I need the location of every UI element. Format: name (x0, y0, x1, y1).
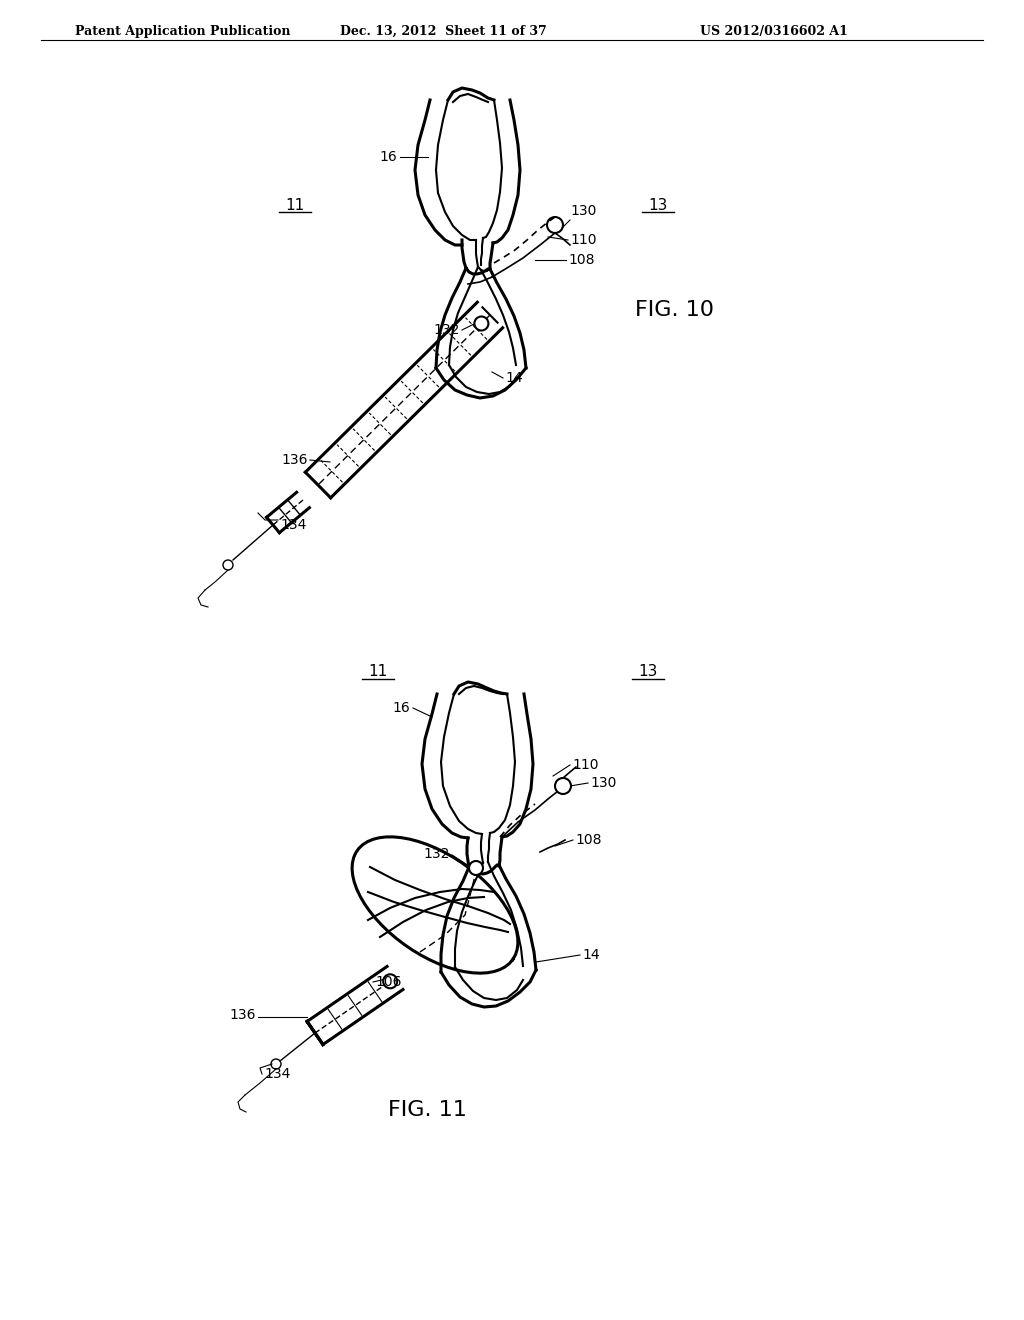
Circle shape (547, 216, 563, 234)
Text: 13: 13 (638, 664, 657, 680)
Text: 16: 16 (379, 150, 397, 164)
Text: 130: 130 (570, 205, 596, 218)
Text: Patent Application Publication: Patent Application Publication (75, 25, 291, 38)
Text: 130: 130 (590, 776, 616, 789)
Text: 13: 13 (648, 198, 668, 213)
Text: FIG. 10: FIG. 10 (635, 300, 714, 319)
Text: 136: 136 (282, 453, 308, 467)
Circle shape (469, 861, 483, 875)
Text: 134: 134 (280, 517, 306, 532)
Text: 16: 16 (392, 701, 410, 715)
Circle shape (383, 974, 397, 989)
Circle shape (223, 560, 233, 570)
Circle shape (474, 317, 488, 330)
Text: US 2012/0316602 A1: US 2012/0316602 A1 (700, 25, 848, 38)
Text: 134: 134 (264, 1067, 291, 1081)
Text: 110: 110 (572, 758, 598, 772)
Text: 106: 106 (375, 975, 401, 989)
Text: 14: 14 (582, 948, 600, 962)
Circle shape (271, 1059, 281, 1069)
Text: 132: 132 (424, 847, 450, 861)
Text: FIG. 11: FIG. 11 (388, 1100, 467, 1119)
Text: 136: 136 (229, 1008, 256, 1022)
Text: 108: 108 (575, 833, 601, 847)
Text: 11: 11 (286, 198, 304, 213)
Circle shape (555, 777, 571, 795)
Text: 108: 108 (568, 253, 595, 267)
Text: 132: 132 (433, 323, 460, 337)
Text: Dec. 13, 2012  Sheet 11 of 37: Dec. 13, 2012 Sheet 11 of 37 (340, 25, 547, 38)
Text: 14: 14 (505, 371, 522, 385)
Text: 11: 11 (369, 664, 388, 680)
Text: 110: 110 (570, 234, 597, 247)
